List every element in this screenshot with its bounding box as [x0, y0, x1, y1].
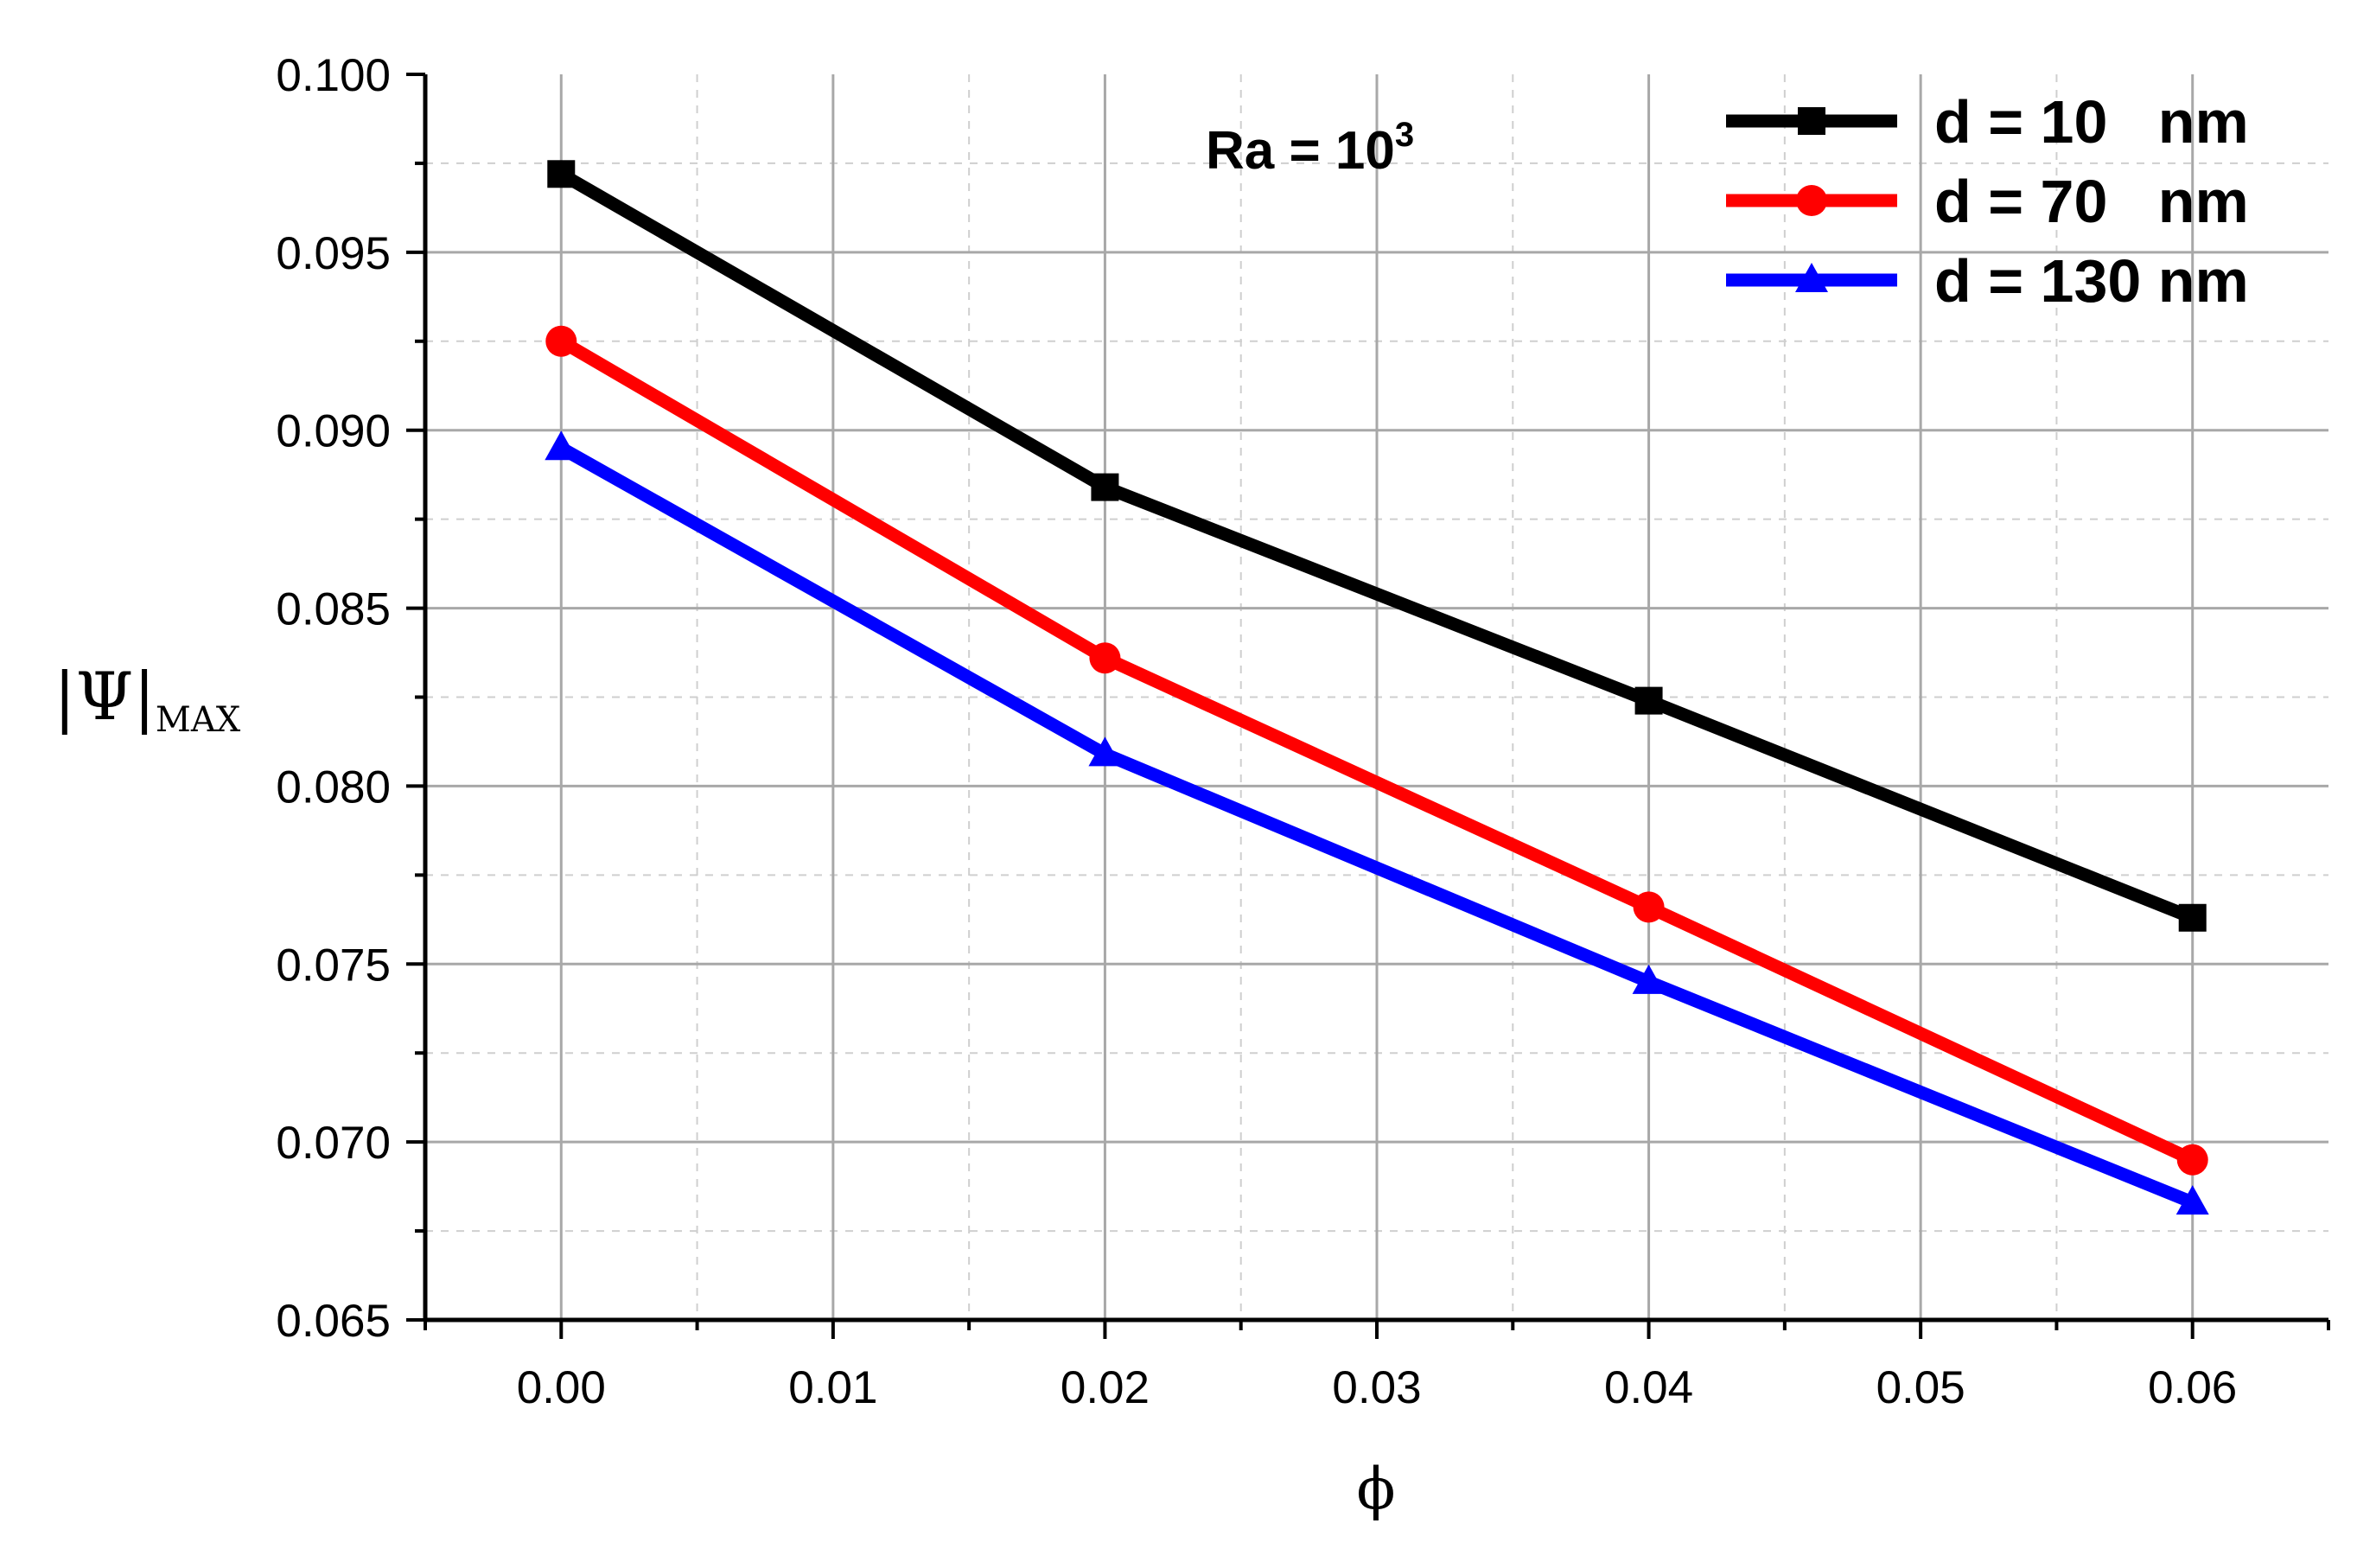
series-line: [557, 335, 2195, 1166]
legend-marker: [1796, 185, 1827, 216]
series-group: [545, 160, 2209, 1215]
y-tick-label: 0.075: [276, 940, 391, 991]
axis-ticks: 0.065 0.070 0.075 0.080 0.085 0.090 0.095 0.100…: [276, 50, 2330, 1413]
data-point: [545, 325, 577, 357]
ra-annotation: Ra = 103: [1206, 116, 1414, 181]
legend-item-2: d = 70 nm: [1726, 168, 2249, 235]
legend-label: d = 10 nm: [1934, 88, 2249, 156]
x-tick-label: 0.01: [788, 1362, 877, 1413]
y-tick-label: 0.090: [276, 406, 391, 457]
x-axis-title: ϕ: [1357, 1456, 1396, 1522]
series-3: [545, 430, 2209, 1215]
y-tick-label: 0.065: [276, 1296, 391, 1347]
y-tick-label: 0.100: [276, 50, 391, 101]
legend-label: d = 130 nm: [1934, 247, 2249, 315]
y-tick-label: 0.095: [276, 228, 391, 279]
y-axis-title-main: |Ψ|: [54, 658, 156, 735]
data-point: [1091, 473, 1119, 501]
data-point: [2176, 1144, 2208, 1176]
legend-marker: [1795, 263, 1828, 292]
x-tick-label: 0.04: [1604, 1362, 1693, 1413]
legend-item-1: d = 10 nm: [1726, 88, 2249, 156]
data-point: [1088, 736, 1122, 767]
data-point: [2175, 1185, 2209, 1215]
legend-item-3: d = 130 nm: [1726, 247, 2249, 315]
legend: d = 10 nm d = 70 nm d = 130 nm: [1726, 88, 2249, 315]
y-tick-label: 0.070: [276, 1118, 391, 1169]
legend-label: d = 70 nm: [1934, 168, 2249, 235]
x-tick-label: 0.06: [2148, 1362, 2237, 1413]
ra-annotation-superscript: 3: [1395, 116, 1414, 154]
y-tick-label: 0.080: [276, 762, 391, 813]
data-point: [547, 160, 576, 188]
x-tick-label: 0.05: [1876, 1362, 1965, 1413]
y-axis-title: |Ψ|MAX: [54, 658, 241, 740]
grid: [425, 74, 2328, 1320]
data-point: [545, 430, 578, 461]
x-tick-label: 0.00: [517, 1362, 606, 1413]
y-axis-title-subscript: MAX: [156, 700, 241, 740]
data-point: [1634, 686, 1663, 715]
data-point: [2178, 903, 2207, 932]
series-line: [557, 442, 2195, 1209]
legend-marker: [1798, 107, 1825, 135]
y-tick-label: 0.085: [276, 584, 391, 635]
series-line: [557, 168, 2195, 924]
x-tick-label: 0.03: [1332, 1362, 1421, 1413]
ra-annotation-base: Ra = 10: [1206, 121, 1395, 181]
x-tick-label: 0.02: [1061, 1362, 1150, 1413]
series-1: [547, 160, 2207, 932]
data-point: [1633, 891, 1665, 923]
data-point: [1089, 642, 1121, 674]
data-point: [1632, 964, 1666, 994]
series-2: [545, 325, 2208, 1176]
